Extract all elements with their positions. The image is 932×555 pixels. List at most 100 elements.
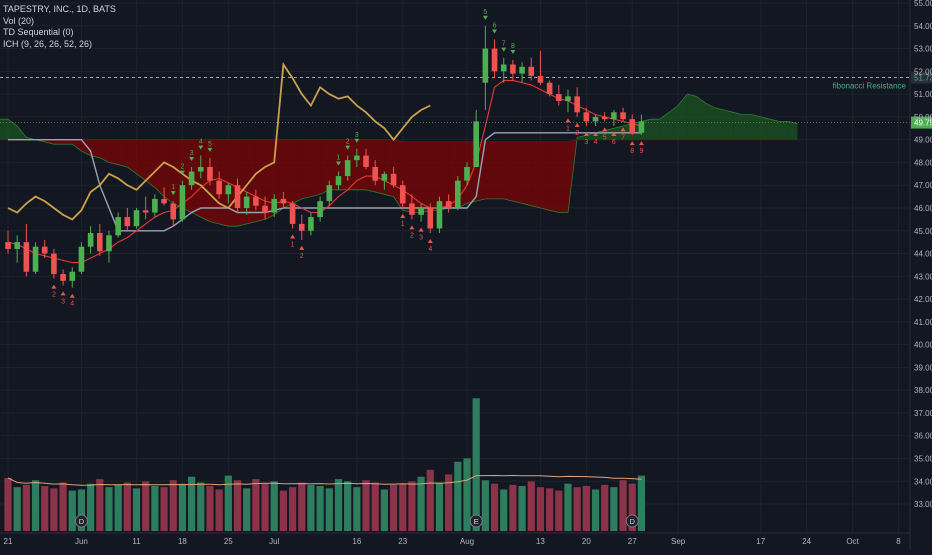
candle	[537, 50, 544, 85]
candle	[51, 248, 57, 279]
td-count-down: 2	[410, 232, 414, 239]
cloud-segment-bearish	[63, 139, 73, 145]
cloud-segment-bullish	[577, 135, 587, 140]
volume-bar	[298, 482, 306, 531]
volume-bar	[178, 483, 187, 531]
td-arrow-down	[492, 29, 498, 34]
td-sequential-indicator-label[interactable]: TD Sequential (0)	[3, 27, 74, 37]
volume-bar	[270, 481, 278, 531]
cloud-segment-bearish	[191, 139, 201, 218]
td-arrow-up	[69, 293, 75, 298]
cloud-segment-bearish	[237, 139, 247, 227]
td-arrow-down	[335, 161, 341, 166]
event-marker[interactable]: D	[625, 514, 639, 528]
candle	[445, 194, 452, 213]
time-tick-label: 24	[802, 537, 811, 546]
candle	[271, 194, 278, 218]
time-tick-label: 13	[536, 537, 545, 546]
candle-body	[133, 210, 140, 227]
volume-bar	[564, 483, 572, 531]
volume-bar	[169, 480, 177, 531]
volume-bar	[628, 483, 636, 531]
td-arrow-down	[198, 145, 204, 150]
cloud-segment-bearish	[531, 141, 541, 208]
volume-bar	[77, 489, 86, 531]
volume-bar	[279, 490, 287, 531]
candle	[124, 207, 131, 231]
td-count-down: 5	[603, 134, 607, 141]
candle-body	[363, 155, 369, 167]
candle	[592, 114, 599, 126]
event-marker[interactable]: E	[469, 514, 483, 528]
candle	[455, 176, 461, 211]
cloud-segment-bullish	[705, 103, 715, 140]
candle-body	[519, 66, 525, 74]
volume-bar	[546, 488, 554, 531]
cloud-segment-bearish	[283, 139, 293, 208]
candle-body	[179, 185, 186, 220]
candle-body	[464, 166, 470, 181]
cloud-segment-bearish	[494, 141, 504, 199]
candles[interactable]	[5, 25, 645, 288]
candle-body	[78, 246, 85, 272]
candle	[427, 203, 434, 234]
candle	[41, 239, 48, 259]
candle	[473, 110, 479, 167]
candle	[161, 187, 167, 206]
volume-indicator-label[interactable]: Vol (20)	[3, 15, 35, 26]
candle-body	[601, 116, 608, 120]
candle	[354, 148, 360, 167]
td-arrow-up	[290, 234, 296, 239]
leading-span-a	[0, 93, 798, 227]
candle-body	[381, 173, 388, 181]
cloud-segment-bearish	[384, 139, 394, 197]
volume-bar	[206, 486, 214, 531]
candle	[629, 114, 636, 136]
candle	[546, 80, 553, 97]
volume-bar	[41, 486, 49, 531]
time-tick-label: Oct	[846, 537, 859, 546]
candle-body	[41, 246, 48, 254]
price-tick-label: 37.00	[914, 409, 932, 418]
time-tick-label: 16	[352, 537, 361, 546]
ichimoku-indicator-label[interactable]: ICH (9, 26, 26, 52, 26)	[3, 38, 93, 49]
candle	[97, 223, 103, 256]
cloud-segment-bullish	[696, 96, 706, 140]
candle-body	[115, 217, 121, 236]
price-tick-label: 54.00	[914, 22, 932, 31]
chart-legend[interactable]: TAPESTRY, INC., 1D, BATS Vol (20) TD Seq…	[3, 4, 116, 50]
price-tick-label: 41.00	[914, 318, 932, 327]
candle	[565, 89, 571, 113]
cloud-segment-bullish	[659, 112, 669, 140]
volume-bar	[601, 484, 609, 531]
candle-body	[354, 155, 360, 161]
cloud-segment-bearish	[118, 139, 128, 167]
symbol-title[interactable]: TAPESTRY, INC., 1D, BATS	[3, 4, 116, 14]
time-tick-label: 25	[224, 537, 233, 546]
candle	[381, 171, 388, 190]
td-arrow-up	[565, 118, 571, 123]
cloud-segment-bullish	[769, 119, 780, 140]
volume-moving-average	[7, 474, 642, 486]
cloud-segment-bearish	[44, 139, 54, 145]
td-count-down: 6	[612, 139, 616, 146]
cloud-segment-bearish	[108, 139, 119, 165]
td-arrow-up	[574, 122, 580, 127]
time-tick-label: Aug	[460, 537, 474, 546]
cloud-segment-bearish	[540, 141, 550, 211]
time-tick-label: 23	[398, 537, 407, 546]
ichimoku-lines	[7, 61, 642, 264]
candle-body	[427, 207, 434, 229]
candle	[317, 196, 323, 222]
candle-body	[106, 235, 112, 252]
event-marker[interactable]: D	[74, 514, 88, 528]
candle-body	[491, 48, 498, 72]
td-arrow-down	[345, 145, 351, 150]
td-arrow-down	[510, 49, 516, 54]
candle	[78, 242, 85, 275]
candle	[179, 180, 186, 222]
volume-bar	[344, 481, 352, 531]
